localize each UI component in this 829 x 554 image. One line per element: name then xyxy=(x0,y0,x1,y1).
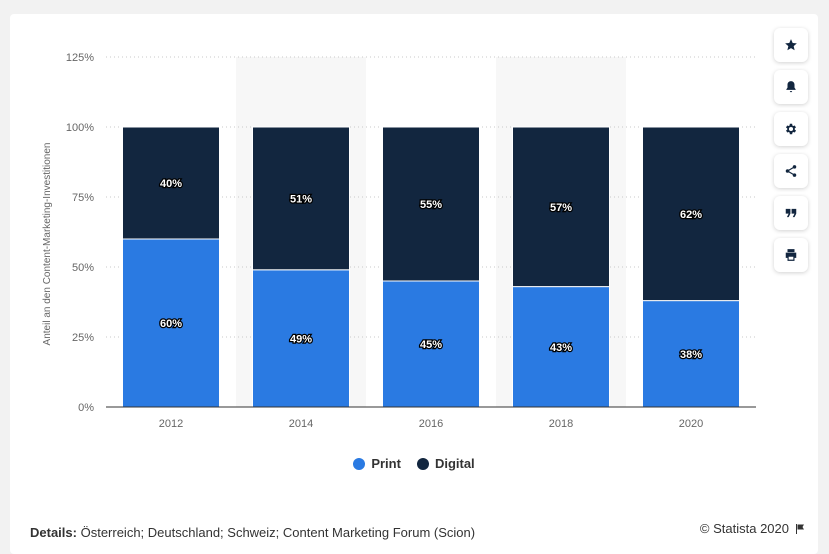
x-tick-label: 2012 xyxy=(159,418,183,430)
print-icon xyxy=(785,249,797,261)
bar-print-2018[interactable] xyxy=(512,286,610,408)
data-label-print-2012: 60% xyxy=(160,318,182,330)
quote-icon xyxy=(785,208,797,218)
details-value[interactable]: Österreich; Deutschland; Schweiz; Conten… xyxy=(80,525,476,540)
y-tick-label: 0% xyxy=(78,402,94,414)
bar-print-2020[interactable] xyxy=(642,300,740,408)
notification-button[interactable] xyxy=(774,70,808,104)
details-text: Details: Österreich; Deutschland; Schwei… xyxy=(30,525,475,540)
y-tick-label: 75% xyxy=(72,192,94,204)
legend-label-digital: Digital xyxy=(434,456,475,471)
data-label-digital-2014: 51% xyxy=(290,193,312,205)
y-tick-label: 100% xyxy=(66,122,94,134)
bar-digital-2018[interactable] xyxy=(512,126,610,288)
y-tick-label: 125% xyxy=(66,52,94,64)
details-label: Details: xyxy=(30,525,77,540)
legend-label-print: Print xyxy=(371,456,401,471)
data-label-digital-2020: 62% xyxy=(680,209,702,221)
y-tick-label: 50% xyxy=(72,262,94,274)
star-icon xyxy=(785,39,797,51)
legend-marker-print xyxy=(353,457,366,470)
legend: Print Digital xyxy=(10,456,818,471)
favorite-button[interactable] xyxy=(774,28,808,62)
x-tick-label: 2016 xyxy=(419,418,443,430)
bar-digital-2016[interactable] xyxy=(382,126,480,282)
share-button[interactable] xyxy=(774,154,808,188)
x-tick-label: 2020 xyxy=(679,418,703,430)
chart-toolbar xyxy=(774,28,808,272)
legend-item-digital[interactable]: Digital xyxy=(416,456,475,471)
bar-digital-2020[interactable] xyxy=(642,126,740,302)
x-tick-label: 2014 xyxy=(289,418,313,430)
source-text: © Statista 2020 xyxy=(699,521,789,536)
bar-digital-2012[interactable] xyxy=(122,126,220,240)
stacked-bar-chart: 60% 40% 49% 51% 45% 55% 43% 57% 38% 62% 2012 2014 2… xyxy=(42,52,756,430)
gear-icon xyxy=(785,123,797,135)
data-label-digital-2016: 55% xyxy=(420,199,442,211)
bell-icon xyxy=(786,81,796,93)
data-label-print-2016: 45% xyxy=(420,339,442,351)
settings-button[interactable] xyxy=(774,112,808,146)
chart-card: 60% 40% 49% 51% 45% 55% 43% 57% 38% 62% 2012 2014 2… xyxy=(10,14,818,554)
legend-item-print[interactable]: Print xyxy=(353,456,401,471)
flag-icon xyxy=(796,523,804,534)
legend-marker-digital xyxy=(416,457,429,470)
data-label-digital-2012: 40% xyxy=(160,178,182,190)
bar-digital-2014[interactable] xyxy=(252,126,350,271)
print-button[interactable] xyxy=(774,238,808,272)
data-label-print-2014: 49% xyxy=(290,333,312,345)
source-credit[interactable]: © Statista 2020 xyxy=(700,521,806,536)
cite-button[interactable] xyxy=(774,196,808,230)
share-icon xyxy=(785,165,797,177)
y-axis-label: Anteil an den Content-Marketing-Investit… xyxy=(42,143,53,346)
x-tick-label: 2018 xyxy=(549,418,573,430)
data-label-digital-2018: 57% xyxy=(550,202,572,214)
y-tick-label: 25% xyxy=(72,332,94,344)
data-label-print-2018: 43% xyxy=(550,342,572,354)
data-label-print-2020: 38% xyxy=(680,349,702,361)
